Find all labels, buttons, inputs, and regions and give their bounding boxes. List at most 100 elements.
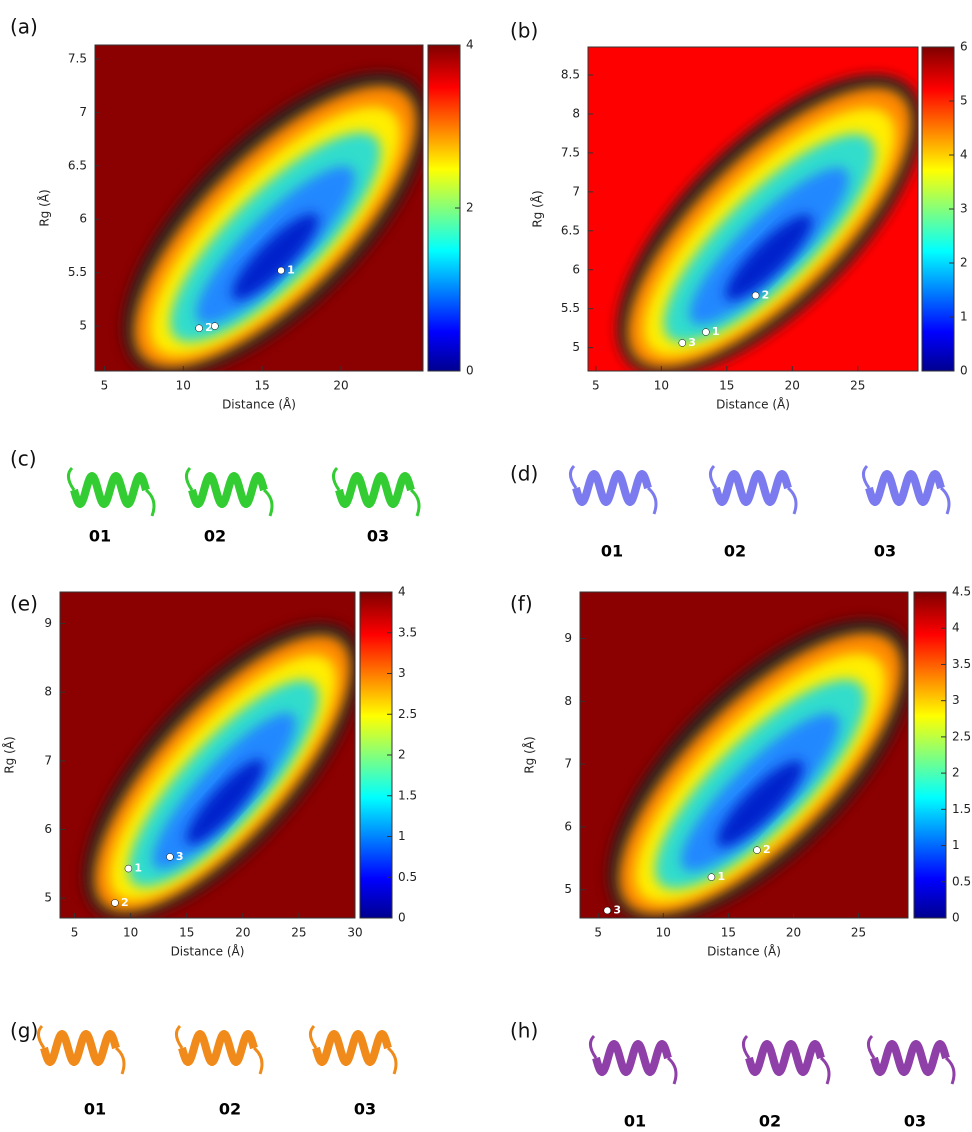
helix-ribbon: [40, 1030, 120, 1066]
x-tick-label: 5: [101, 379, 109, 393]
point-label: 3: [176, 850, 184, 863]
colorbar-tick-label: 3: [398, 666, 406, 680]
y-tick-label: 5: [44, 891, 52, 905]
y-tick-label: 8: [564, 694, 572, 708]
y-tick-label: 5.5: [68, 265, 87, 279]
y-tick-label: 8: [44, 685, 52, 699]
y-tick-label: 5: [572, 340, 580, 354]
structure-label: 01: [601, 542, 623, 561]
x-tick-label: 5: [592, 379, 600, 393]
helix-ribbon: [188, 472, 268, 508]
colorbar-tick-label: 4: [952, 621, 960, 635]
point-label: 1: [287, 264, 295, 277]
helix-ribbon: [178, 1030, 258, 1066]
y-axis-label: Rg (Å): [530, 190, 545, 227]
panel-label: (a): [10, 15, 38, 39]
colorbar-tick-label: 0: [398, 911, 406, 925]
panel-label: (h): [510, 1019, 538, 1043]
colorbar-tick-label: 0: [960, 364, 968, 378]
x-axis-label: Distance (Å): [171, 944, 245, 959]
x-tick-label: 10: [654, 379, 669, 393]
y-axis-label: Rg (Å): [522, 736, 537, 773]
point-label: 2: [762, 288, 770, 301]
minimum-point: [211, 322, 219, 330]
x-tick-label: 20: [786, 926, 801, 940]
structure-label: 02: [759, 1112, 781, 1131]
minimum-point: [195, 324, 203, 332]
y-tick-label: 6.5: [68, 158, 87, 172]
helix-tail: [569, 464, 658, 515]
x-tick-label: 10: [176, 379, 191, 393]
y-tick-label: 7: [572, 184, 580, 198]
y-tick-label: 7: [79, 105, 87, 119]
x-axis-label: Distance (Å): [707, 944, 781, 959]
y-tick-label: 8: [572, 106, 580, 120]
x-axis-label: Distance (Å): [716, 397, 790, 412]
colorbar-tick-label: 0.5: [398, 870, 417, 884]
colorbar-tick-label: 2: [960, 256, 968, 270]
colorbar-tick-label: 3.5: [952, 657, 971, 671]
x-tick-label: 5: [594, 926, 602, 940]
point-label: 2: [763, 843, 771, 856]
x-tick-label: 20: [785, 379, 800, 393]
point-label: 1: [712, 325, 720, 338]
helix-ribbon: [70, 472, 150, 508]
y-tick-label: 7.5: [561, 145, 580, 159]
colorbar-tick-label: 4: [960, 148, 968, 162]
x-tick-label: 10: [656, 926, 671, 940]
point-label: 3: [613, 903, 621, 916]
minimum-point: [678, 339, 687, 347]
colorbar-tick-label: 2: [952, 766, 960, 780]
helix-ribbon: [312, 1030, 392, 1066]
helix-ribbon: [592, 1040, 672, 1076]
structure-label: 03: [354, 1100, 376, 1119]
minimum-point: [277, 266, 285, 275]
minimum-point: [707, 873, 716, 881]
minimum-point: [702, 328, 710, 336]
helix-tail: [175, 1024, 264, 1075]
y-tick-label: 6: [79, 212, 87, 226]
x-axis-label: Distance (Å): [222, 397, 296, 412]
colorbar-tick-label: 0: [952, 911, 960, 925]
minimum-point: [603, 906, 612, 915]
colorbar-tick-label: 0.5: [952, 874, 971, 888]
point-label: 1: [134, 862, 142, 875]
y-axis-label: Rg (Å): [37, 189, 52, 226]
y-axis-label: Rg (Å): [2, 736, 17, 773]
helix-ribbon: [865, 470, 945, 506]
x-tick-label: 15: [179, 926, 194, 940]
energy-basin: [186, 759, 265, 845]
colorbar-tick-label: 2.5: [952, 729, 971, 743]
structure-label: 01: [84, 1100, 106, 1119]
point-label: 1: [717, 870, 725, 883]
x-tick-label: 15: [719, 379, 734, 393]
x-tick-label: 20: [333, 379, 348, 393]
helix-ribbon: [712, 470, 792, 506]
energy-basin: [716, 760, 804, 847]
structure-label: 03: [367, 527, 389, 546]
plot-frame: [587, 46, 919, 372]
helix-tail: [37, 1024, 126, 1075]
colorbar-tick-label: 1.5: [952, 802, 971, 816]
y-tick-label: 8.5: [561, 68, 580, 82]
panel-label: (d): [510, 462, 538, 486]
energy-basin: [725, 214, 813, 301]
structure-label: 02: [204, 527, 226, 546]
helix-ribbon: [870, 1040, 950, 1076]
point-label: 2: [205, 321, 213, 334]
structure-label: 03: [874, 542, 896, 561]
colorbar-tick-label: 3.5: [398, 625, 417, 639]
y-tick-label: 6: [572, 262, 580, 276]
colorbar: [921, 46, 955, 372]
y-tick-label: 5: [564, 882, 572, 896]
colorbar-tick-label: 4: [466, 38, 474, 52]
point-label: 2: [121, 896, 129, 909]
helix-ribbon: [335, 472, 415, 508]
energy-basin: [231, 213, 319, 300]
y-tick-label: 6: [44, 822, 52, 836]
landscape: [608, 620, 908, 918]
minimum-point: [124, 864, 133, 873]
colorbar-tick-label: 1.5: [398, 788, 417, 802]
minimum-point: [111, 899, 119, 907]
panel-label: (g): [10, 1019, 38, 1043]
